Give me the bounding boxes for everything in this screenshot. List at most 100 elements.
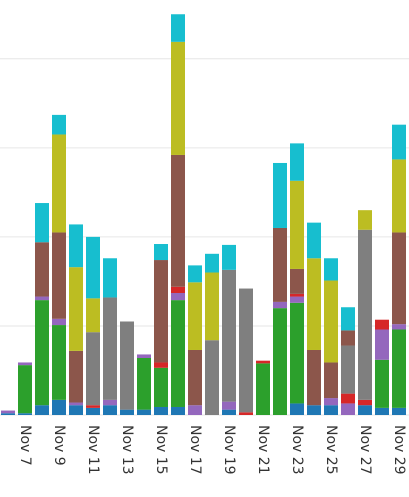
bar-segment	[103, 399, 117, 406]
bar-segment	[103, 297, 117, 400]
bar-segment	[171, 406, 185, 415]
bar-segment	[324, 362, 338, 399]
bar-segment	[239, 288, 253, 413]
bar-segment	[69, 224, 83, 268]
bar-segment	[188, 282, 202, 350]
bar-segment	[341, 403, 355, 415]
bar-segment	[392, 159, 406, 233]
bar-segment	[154, 244, 168, 261]
bar-segment	[273, 162, 287, 228]
x-tick-label: Nov 21	[255, 425, 271, 475]
x-tick-label: Nov 27	[357, 425, 373, 475]
bar-segment	[307, 349, 321, 406]
bar-segment	[1, 410, 15, 414]
bar-segment	[222, 244, 236, 270]
x-tick-label: Nov 25	[323, 425, 339, 475]
bar-segment	[392, 329, 406, 408]
bar-segment	[239, 412, 253, 415]
bar-segment	[273, 227, 287, 302]
bar-segment	[358, 229, 372, 400]
bar-segment	[392, 324, 406, 330]
bar-segment	[307, 405, 321, 415]
x-tick-label: Nov 11	[85, 425, 101, 475]
bar-segment	[137, 358, 151, 410]
bar-segment	[290, 293, 304, 297]
x-tick-label: Nov 13	[119, 425, 135, 475]
bar-segment	[18, 365, 32, 414]
bar-segment	[69, 267, 83, 351]
bar-segment	[341, 307, 355, 331]
bar-segment	[392, 232, 406, 325]
bar-segment	[154, 362, 168, 368]
bar-segment	[86, 236, 100, 299]
bar-segment	[307, 258, 321, 350]
bar-segment	[341, 345, 355, 394]
x-tick-label: Nov 17	[187, 425, 203, 475]
bar-segment	[171, 41, 185, 155]
bar-segment	[137, 409, 151, 415]
bar-segment	[358, 405, 372, 415]
bar-segment	[18, 413, 32, 415]
bar-segment	[205, 340, 219, 415]
bar-segment	[324, 398, 338, 406]
x-tick-label: Nov 7	[17, 425, 33, 466]
bar-segment	[154, 406, 168, 415]
bar-segment	[341, 330, 355, 346]
bar-segment	[375, 407, 389, 415]
bar-segment	[324, 258, 338, 281]
bar-segment	[273, 308, 287, 415]
bar-segment	[69, 402, 83, 406]
bar-segment	[120, 321, 134, 410]
bar-segment	[205, 253, 219, 273]
bar-segment	[35, 296, 49, 301]
bar-segment	[171, 300, 185, 407]
bar-segment	[69, 350, 83, 403]
bar-segment	[324, 405, 338, 415]
bar-segment	[69, 405, 83, 415]
bar-segment	[222, 401, 236, 410]
bar-segment	[52, 318, 66, 326]
bar-segment	[35, 242, 49, 297]
bar-segment	[120, 409, 134, 415]
bar-segment	[171, 286, 185, 293]
x-tick-label: Nov 9	[51, 425, 67, 466]
bar-segment	[52, 325, 66, 400]
bar-segment	[103, 258, 117, 298]
bar-segment	[18, 362, 32, 366]
bar-segment	[137, 354, 151, 359]
bar-segment	[154, 367, 168, 407]
bar-segment	[375, 319, 389, 330]
bar-segment	[35, 203, 49, 243]
bar-segment	[1, 413, 15, 415]
x-tick-label: Nov 23	[289, 425, 305, 475]
bar-segment	[35, 405, 49, 415]
bar-segment	[392, 407, 406, 415]
bar-segment	[358, 399, 372, 406]
bar-segment	[307, 222, 321, 259]
bar-segment	[52, 134, 66, 233]
x-tick-label: Nov 29	[391, 425, 407, 475]
bar-segment	[52, 232, 66, 319]
bar-segment	[86, 405, 100, 408]
bar-segment	[375, 359, 389, 408]
bar-segment	[290, 302, 304, 404]
bar-segment	[222, 269, 236, 402]
bar-segment	[188, 265, 202, 283]
bar-segment	[256, 363, 270, 415]
bar-segment	[273, 301, 287, 309]
bar-segment	[290, 180, 304, 269]
bar-segment	[154, 260, 168, 363]
bar-segment	[188, 405, 202, 415]
x-tick-label: Nov 19	[221, 425, 237, 475]
bar-segment	[171, 292, 185, 301]
bar-segment	[290, 268, 304, 294]
bar-segment	[375, 329, 389, 360]
bar-segment	[290, 403, 304, 415]
bar-segment	[205, 272, 219, 341]
bar-segment	[290, 296, 304, 303]
bar-segment	[188, 349, 202, 406]
bar-segment	[86, 332, 100, 406]
x-tick-label: Nov 15	[153, 425, 169, 475]
bar-segment	[52, 114, 66, 135]
